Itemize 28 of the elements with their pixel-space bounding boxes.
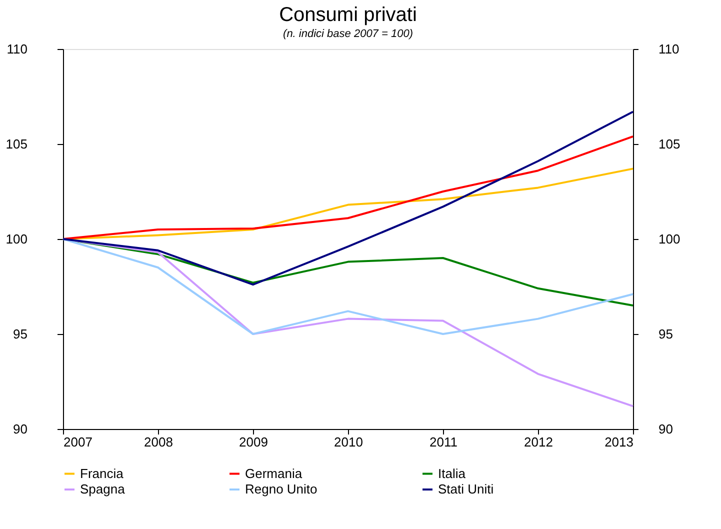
line-series [62,238,634,335]
line-series [62,135,634,240]
x-tick-label: 2011 [430,434,458,450]
legend-label: Francia [80,466,124,481]
chart-subtitle: (n. indici base 2007 = 100) [283,28,414,40]
legend-label: Spagna [80,482,126,496]
x-tick-label: 2008 [144,434,173,450]
y-tick-label: 110 [6,42,28,56]
legend-label: Stati Uniti [438,482,494,496]
legend-label: Italia [438,466,466,481]
legend-label: Regno Unito [245,482,318,496]
y2-tick-label: 95 [658,326,673,342]
y-tick-label: 105 [6,136,28,152]
x-tick-label: 2010 [334,434,363,450]
y2-tick-label: 100 [658,232,680,246]
x-tick-label: 2013 [604,434,634,450]
y2-tick-label: 90 [658,422,673,436]
y2-tick-label: 110 [658,42,680,56]
x-tick-label: 2009 [239,434,268,450]
y2-tick-label: 105 [658,136,680,152]
legend-label: Germania [245,466,303,481]
y-tick-label: 90 [13,422,28,436]
x-tick-label: 2012 [524,434,553,450]
line-series [62,110,634,286]
y-tick-label: 100 [6,232,28,246]
x-tick-label: 2007 [64,434,92,450]
chart-title: Consumi privati [279,4,417,26]
y-tick-label: 95 [13,326,28,342]
